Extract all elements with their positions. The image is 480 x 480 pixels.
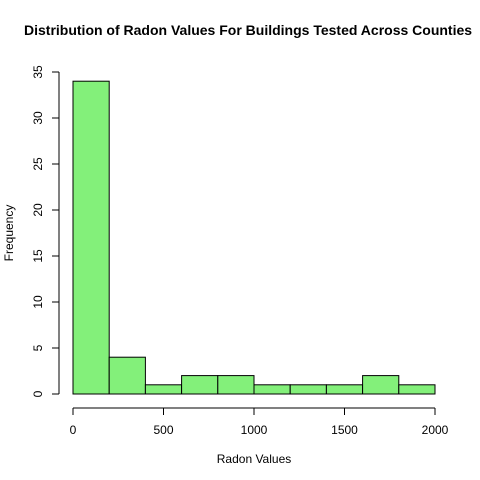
x-tick-label: 0 (70, 423, 77, 437)
histogram-bar (325, 384, 364, 395)
x-axis-label: Radon Values (217, 452, 292, 466)
y-tick-label: 5 (31, 344, 45, 351)
x-axis: 0 500 1000 1500 2000 (70, 407, 449, 437)
histogram-bar (217, 375, 255, 395)
histogram-bar (181, 375, 219, 395)
y-axis: 0 5 10 15 20 25 30 35 (31, 65, 60, 397)
histogram-bar (289, 384, 327, 395)
x-tick-label: 1000 (241, 423, 268, 437)
histogram-bar (398, 384, 436, 395)
x-tick-label: 1500 (331, 423, 358, 437)
histogram-bar (108, 356, 146, 395)
y-tick-label: 30 (31, 111, 45, 125)
y-tick-label: 15 (31, 249, 45, 263)
y-tick-label: 25 (31, 157, 45, 171)
x-tick-label: 2000 (422, 423, 449, 437)
histogram-bar (253, 384, 291, 395)
y-tick-label: 20 (31, 203, 45, 217)
histogram-bar (144, 384, 183, 395)
chart-title: Distribution of Radon Values For Buildin… (24, 22, 472, 38)
y-axis-label: Frequency (2, 205, 16, 262)
y-tick-label: 35 (31, 65, 45, 79)
histogram-bar (362, 375, 400, 395)
histogram-bars (72, 80, 436, 395)
x-tick-label: 500 (153, 423, 173, 437)
histogram-bar (72, 80, 110, 395)
y-tick-label: 0 (31, 390, 45, 397)
y-tick-label: 10 (31, 295, 45, 309)
